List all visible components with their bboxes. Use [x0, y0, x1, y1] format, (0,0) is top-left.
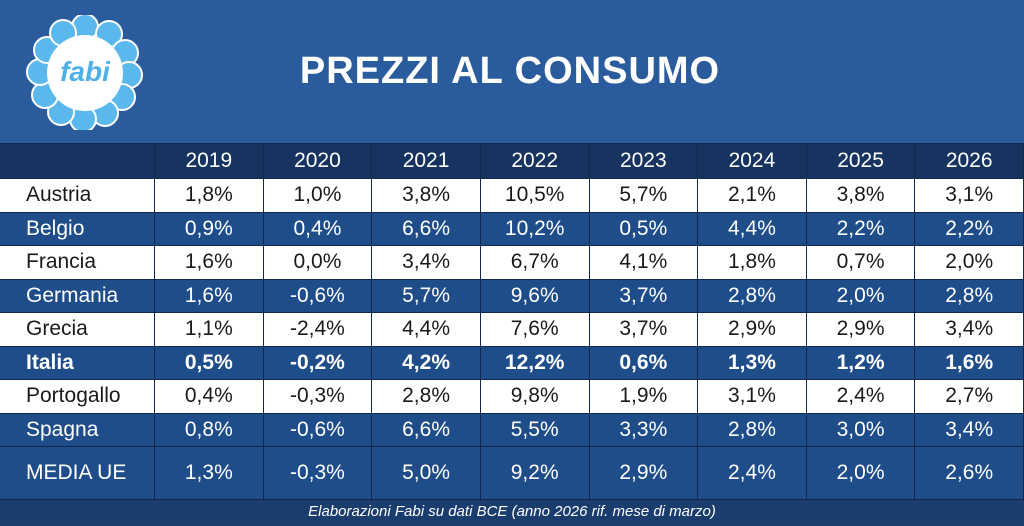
row-label: Austria — [0, 179, 155, 213]
value-cell: 2,2% — [915, 212, 1024, 246]
row-label: Francia — [0, 246, 155, 280]
value-cell: 5,7% — [372, 279, 481, 313]
value-cell: 1,3% — [155, 447, 264, 500]
value-cell: 3,1% — [915, 179, 1024, 213]
value-cell: 1,9% — [589, 380, 699, 414]
value-cell: 2,8% — [698, 279, 807, 313]
value-cell: 3,4% — [915, 313, 1024, 347]
value-cell: 2,2% — [806, 212, 916, 246]
value-cell: 1,6% — [155, 279, 264, 313]
row-label: MEDIA UE — [0, 447, 155, 500]
footer: Elaborazioni Fabi su dati BCE (anno 2026… — [0, 500, 1024, 526]
row-label: Portogallo — [0, 380, 155, 414]
value-cell: 6,6% — [372, 212, 481, 246]
value-cell: 2,9% — [589, 447, 699, 500]
value-cell: 4,4% — [698, 212, 807, 246]
value-cell: 12,2% — [480, 346, 590, 380]
value-cell: 1,2% — [806, 346, 916, 380]
row-label: Spagna — [0, 413, 155, 447]
logo: fabi — [26, 15, 143, 130]
value-cell: 9,8% — [480, 380, 590, 414]
value-cell: 10,2% — [480, 212, 590, 246]
value-cell: 0,0% — [263, 246, 373, 280]
value-cell: 1,1% — [155, 313, 264, 347]
title: PREZZI AL CONSUMO — [299, 50, 721, 92]
value-cell: 5,7% — [589, 179, 699, 213]
value-cell: 1,6% — [915, 346, 1024, 380]
column-header: 2022 — [480, 144, 590, 179]
value-cell: 6,6% — [372, 413, 481, 447]
value-cell: 0,9% — [155, 212, 264, 246]
value-cell: 3,1% — [698, 380, 807, 414]
value-cell: 3,7% — [589, 313, 699, 347]
value-cell: 2,1% — [698, 179, 807, 213]
value-cell: -0,6% — [263, 413, 373, 447]
column-header: 2020 — [263, 144, 373, 179]
value-cell: 3,0% — [806, 413, 916, 447]
column-header: 2023 — [589, 144, 699, 179]
value-cell: 2,7% — [915, 380, 1024, 414]
value-cell: 0,8% — [155, 413, 264, 447]
value-cell: 1,6% — [155, 246, 264, 280]
value-cell: -0,2% — [263, 346, 373, 380]
value-cell: 6,7% — [480, 246, 590, 280]
value-cell: 4,4% — [372, 313, 481, 347]
value-cell: 2,4% — [698, 447, 807, 500]
value-cell: 3,8% — [806, 179, 916, 213]
value-cell: 2,8% — [698, 413, 807, 447]
value-cell: 1,8% — [155, 179, 264, 213]
value-cell: 9,6% — [480, 279, 590, 313]
value-cell: 7,6% — [480, 313, 590, 347]
value-cell: 2,0% — [915, 246, 1024, 280]
value-cell: 1,8% — [698, 246, 807, 280]
row-label: Belgio — [0, 212, 155, 246]
column-header: 2024 — [698, 144, 807, 179]
value-cell: 2,0% — [806, 279, 916, 313]
value-cell: -0,3% — [263, 447, 373, 500]
value-cell: 0,4% — [263, 212, 373, 246]
value-cell: 4,2% — [372, 346, 481, 380]
value-cell: 3,4% — [372, 246, 481, 280]
column-header: 2026 — [915, 144, 1024, 179]
value-cell: 5,0% — [372, 447, 481, 500]
value-cell: -0,6% — [263, 279, 373, 313]
value-cell: 1,3% — [698, 346, 807, 380]
value-cell: 0,7% — [806, 246, 916, 280]
value-cell: 2,8% — [915, 279, 1024, 313]
value-cell: 0,6% — [589, 346, 699, 380]
column-header: 2019 — [155, 144, 264, 179]
value-cell: 0,5% — [155, 346, 264, 380]
value-cell: 10,5% — [480, 179, 590, 213]
value-cell: 1,0% — [263, 179, 373, 213]
value-cell: 3,8% — [372, 179, 481, 213]
value-cell: 4,1% — [589, 246, 699, 280]
value-cell: 5,5% — [480, 413, 590, 447]
value-cell: 2,0% — [806, 447, 916, 500]
value-cell: -2,4% — [263, 313, 373, 347]
value-cell: 2,9% — [698, 313, 807, 347]
logo-text: fabi — [60, 56, 111, 87]
corner-cell — [0, 144, 155, 179]
value-cell: 0,5% — [589, 212, 699, 246]
value-cell: 3,7% — [589, 279, 699, 313]
value-cell: -0,3% — [263, 380, 373, 414]
row-label: Grecia — [0, 313, 155, 347]
row-label: Italia — [0, 346, 155, 380]
value-cell: 0,4% — [155, 380, 264, 414]
header-band: fabi PREZZI AL CONSUMO — [0, 0, 1024, 143]
column-header: 2025 — [806, 144, 916, 179]
value-cell: 9,2% — [480, 447, 590, 500]
value-cell: 2,6% — [915, 447, 1024, 500]
value-cell: 2,9% — [806, 313, 916, 347]
value-cell: 2,8% — [372, 380, 481, 414]
value-cell: 3,4% — [915, 413, 1024, 447]
column-header: 2021 — [372, 144, 481, 179]
value-cell: 3,3% — [589, 413, 699, 447]
value-cell: 2,4% — [806, 380, 916, 414]
row-label: Germania — [0, 279, 155, 313]
